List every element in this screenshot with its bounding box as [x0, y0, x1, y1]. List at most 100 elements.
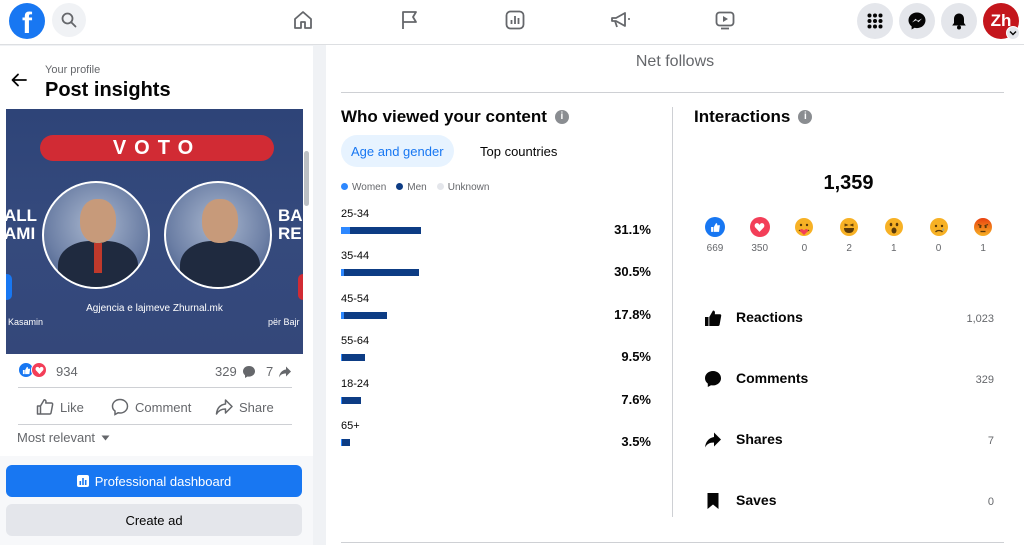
- image-ribbon-right: [298, 274, 303, 300]
- reaction-column: 2: [834, 217, 864, 254]
- comment-label: Comment: [135, 399, 192, 415]
- image-small-text-right: për Bajr: [268, 317, 300, 327]
- share-arrow-icon: [279, 366, 291, 378]
- age-label: 55-64: [341, 335, 370, 348]
- create-ad-label: Create ad: [125, 512, 183, 528]
- interactions-total: 1,359: [823, 172, 874, 194]
- age-bar[interactable]: [341, 439, 350, 446]
- reaction-type-count: 2: [846, 243, 852, 254]
- age-percentage: 3.5%: [621, 434, 651, 449]
- bar-segment-men: [344, 269, 420, 277]
- interactions-title-text: Interactions: [694, 107, 791, 126]
- search-icon: [61, 12, 77, 28]
- grid-menu-icon: [867, 13, 883, 29]
- candidate-photo-left: [42, 181, 150, 289]
- metric-row-reactions: Reactions 1,023: [704, 307, 994, 331]
- age-row: 35-44 30.5%: [341, 250, 651, 292]
- share-button[interactable]: Share: [215, 396, 274, 418]
- pages-nav-button[interactable]: [398, 8, 422, 32]
- post-stats-row: 934 329 7: [18, 362, 294, 380]
- age-row: 45-54 17.8%: [341, 293, 651, 335]
- reaction-type-count: 0: [935, 243, 942, 254]
- tab-top-countries[interactable]: Top countries: [480, 143, 558, 159]
- age-percentage: 31.1%: [614, 222, 651, 237]
- messenger-button[interactable]: [899, 3, 935, 39]
- age-bar[interactable]: [341, 311, 387, 319]
- reaction-type-count: 669: [706, 243, 724, 254]
- age-label: 25-34: [341, 208, 370, 220]
- reaction-type-count: 350: [751, 243, 769, 254]
- age-bar[interactable]: [341, 227, 421, 234]
- ads-nav-button[interactable]: [608, 8, 632, 32]
- video-nav-button[interactable]: [713, 8, 737, 32]
- post-image[interactable]: VOTO ALL AMI BA RE Agjencia e lajmeve Zh…: [6, 109, 303, 354]
- age-bar[interactable]: [341, 269, 420, 277]
- comment-sort-dropdown[interactable]: Most relevant: [17, 430, 110, 445]
- metric-row-saves: Saves 0: [704, 490, 994, 514]
- menu-button[interactable]: [857, 3, 893, 39]
- top-navigation-bar: f Zh: [0, 0, 1024, 45]
- age-percentage: 30.5%: [614, 264, 651, 280]
- reaction-count[interactable]: 934: [56, 364, 78, 379]
- sad-icon: [929, 217, 949, 237]
- age-bar[interactable]: [341, 396, 361, 404]
- panel-scrollbar[interactable]: [304, 151, 309, 206]
- legend-item-unknown: Unknown: [436, 182, 489, 193]
- image-side-text-right: BA RE: [278, 206, 303, 243]
- comment-button[interactable]: Comment: [111, 396, 191, 418]
- home-nav-button[interactable]: [291, 8, 315, 32]
- net-follows-heading: Net follows: [635, 53, 715, 70]
- reaction-column: 0: [789, 217, 819, 254]
- comment-count[interactable]: 329: [215, 364, 237, 379]
- age-percentage: 7.6%: [621, 391, 651, 407]
- megaphone-icon: [611, 12, 630, 28]
- reaction-column: 1: [968, 217, 998, 254]
- facebook-logo[interactable]: f: [9, 3, 45, 39]
- account-menu-toggle[interactable]: [1006, 26, 1020, 40]
- professional-dashboard-button[interactable]: Professional dashboard: [6, 465, 302, 497]
- age-bar[interactable]: [341, 354, 366, 362]
- care-icon: [794, 217, 814, 237]
- like-button[interactable]: Like: [36, 396, 84, 418]
- info-icon[interactable]: i: [798, 110, 813, 124]
- candidate-tie: [94, 243, 102, 273]
- chevron-down-icon: [1009, 31, 1017, 36]
- video-icon: [715, 11, 735, 30]
- insights-nav-button[interactable]: [503, 8, 527, 32]
- tab-age-and-gender[interactable]: Age and gender: [341, 135, 454, 167]
- legend-item-women: Women: [341, 182, 386, 193]
- age-label: 65+: [341, 420, 360, 432]
- back-arrow-icon[interactable]: [10, 71, 28, 89]
- wow-icon: [884, 217, 904, 237]
- gender-legend: Women Men Unknown: [341, 182, 489, 193]
- love-icon: [749, 217, 770, 237]
- candidate-body: [180, 241, 260, 287]
- bottom-divider: [341, 542, 1004, 543]
- post-insights-panel: Your profile Post insights VOTO ALL AMI …: [0, 46, 313, 545]
- bar-segment-men: [343, 311, 387, 319]
- messenger-icon: [908, 12, 926, 30]
- age-row: 18-24 7.6%: [341, 378, 651, 420]
- bar-segment-men: [341, 396, 361, 404]
- create-ad-button[interactable]: Create ad: [6, 504, 302, 536]
- search-button[interactable]: [52, 3, 86, 37]
- reaction-column: 350: [745, 217, 775, 254]
- home-icon: [294, 11, 312, 29]
- age-label: 35-44: [341, 250, 370, 263]
- legend-label: Men: [407, 182, 427, 193]
- comment-bubble-icon: [243, 366, 255, 378]
- metric-label: Comments: [736, 370, 809, 386]
- share-count[interactable]: 7: [266, 364, 274, 379]
- share-label: Share: [239, 399, 274, 415]
- legend-dot: [396, 183, 404, 190]
- metric-value: 7: [987, 435, 994, 447]
- age-label: 18-24: [341, 377, 370, 390]
- reaction-type-count: 1: [980, 243, 986, 254]
- reaction-summary[interactable]: [18, 362, 50, 378]
- info-icon[interactable]: i: [554, 110, 569, 124]
- age-row: 55-64 9.5%: [341, 335, 651, 377]
- image-banner-text: VOTO: [40, 135, 274, 161]
- bar-segment-women: [341, 439, 342, 446]
- notifications-button[interactable]: [941, 3, 977, 39]
- bar-segment-men: [349, 227, 421, 234]
